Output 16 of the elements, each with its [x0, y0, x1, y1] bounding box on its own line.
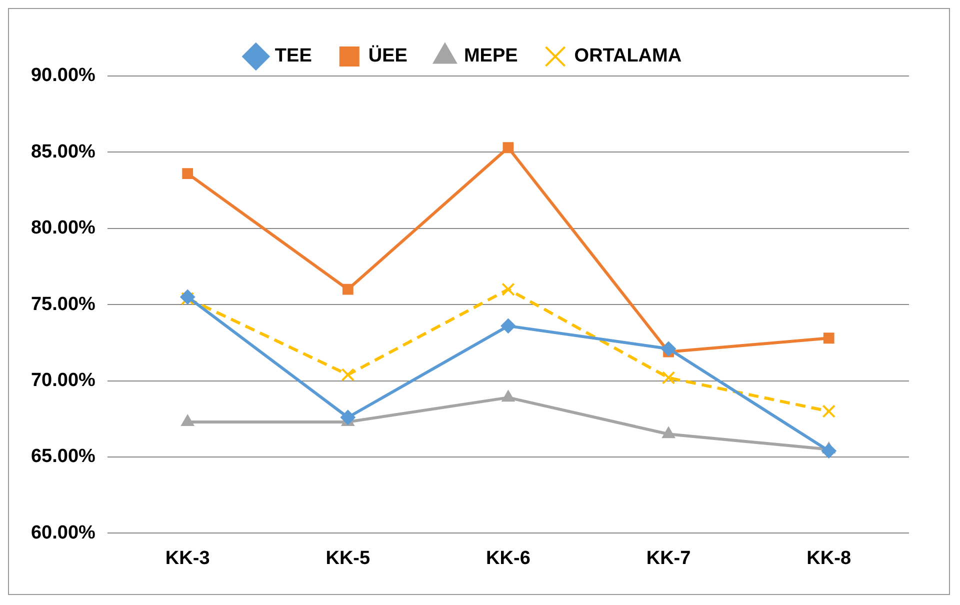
legend-label: MEPE: [464, 46, 518, 67]
x-tick-label: KK-6: [486, 548, 530, 569]
x-tick-label: KK-8: [806, 548, 852, 569]
x-tick-label: KK-5: [326, 548, 371, 569]
y-tick-label: 80.00%: [30, 218, 96, 239]
y-tick-label: 65.00%: [30, 446, 96, 468]
x-tick-label: KK-7: [646, 548, 691, 569]
legend-label: ÜEE: [368, 44, 408, 67]
y-tick-label: 75.00%: [30, 294, 96, 315]
legend-label: TEE: [274, 46, 312, 67]
y-tick-label: 60.00%: [30, 522, 96, 544]
y-tick-label: 90.00%: [30, 65, 96, 86]
y-tick-label: 85.00%: [30, 141, 96, 162]
y-tick-label: 70.00%: [30, 370, 96, 392]
x-tick-label: KK-3: [165, 548, 210, 569]
legend-label: ORTALAMA: [574, 46, 682, 67]
